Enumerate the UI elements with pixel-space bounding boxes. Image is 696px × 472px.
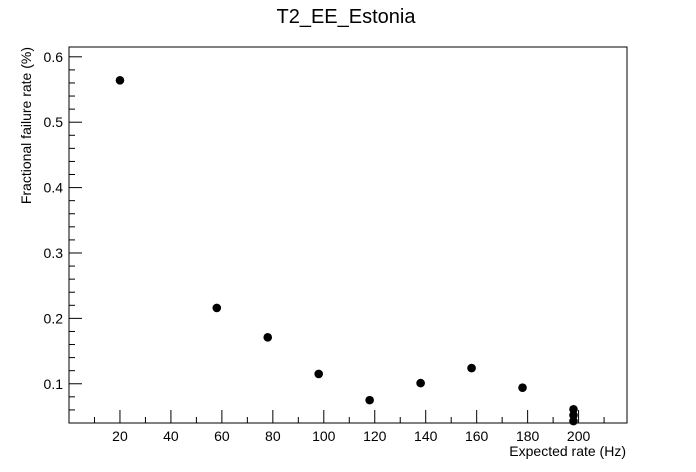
- x-tick-label: 160: [465, 428, 489, 444]
- data-points: [115, 76, 578, 426]
- plot-frame: [68, 46, 628, 424]
- x-tick-label: 120: [363, 428, 387, 444]
- y-tick-label: 0.5: [44, 114, 64, 130]
- data-point: [467, 363, 476, 373]
- y-tick-label: 0.6: [44, 49, 64, 65]
- x-axis-label: Expected rate (Hz): [509, 443, 626, 459]
- x-tick-label: 80: [265, 428, 281, 444]
- data-point: [518, 383, 527, 392]
- data-point: [416, 378, 425, 388]
- data-point: [263, 333, 273, 342]
- y-axis-label: Fractional failure rate (%): [18, 47, 34, 204]
- x-tick-label: 40: [163, 428, 179, 444]
- data-point: [569, 416, 578, 426]
- x-axis-tick-labels: 20 40 60 80 100 120 140 160 180 200: [112, 428, 590, 444]
- y-tick-label: 0.3: [44, 245, 64, 261]
- y-axis-tick-labels: 0.1 0.2 0.3 0.4 0.5 0.6: [44, 49, 64, 392]
- y-tick-label: 0.1: [44, 376, 64, 392]
- chart-title: T2_EE_Estonia: [277, 6, 417, 28]
- y-tick-label: 0.4: [44, 180, 64, 196]
- x-tick-label: 140: [414, 428, 438, 444]
- x-tick-label: 20: [112, 428, 128, 444]
- x-tick-label: 100: [312, 428, 336, 444]
- x-tick-label: 60: [214, 428, 230, 444]
- x-axis-ticks: [93, 410, 605, 423]
- data-point: [212, 303, 222, 313]
- y-tick-label: 0.2: [44, 310, 64, 326]
- data-point: [365, 395, 374, 405]
- data-point: [115, 76, 125, 85]
- y-axis-ticks: [69, 56, 82, 424]
- data-point: [569, 410, 578, 420]
- x-tick-label: 180: [516, 428, 540, 444]
- data-point: [314, 369, 323, 379]
- x-tick-label: 200: [567, 428, 591, 444]
- data-point: [569, 404, 578, 414]
